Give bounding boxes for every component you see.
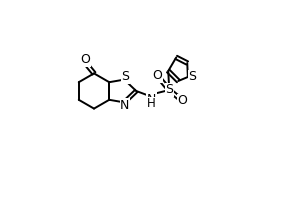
Text: S: S [165,83,173,96]
Text: N: N [147,93,156,106]
Text: S: S [121,70,129,83]
Text: N: N [120,99,130,112]
Text: O: O [80,53,90,66]
Text: S: S [188,71,196,84]
Text: O: O [178,95,188,108]
Text: H: H [147,97,156,110]
Text: O: O [153,69,163,82]
